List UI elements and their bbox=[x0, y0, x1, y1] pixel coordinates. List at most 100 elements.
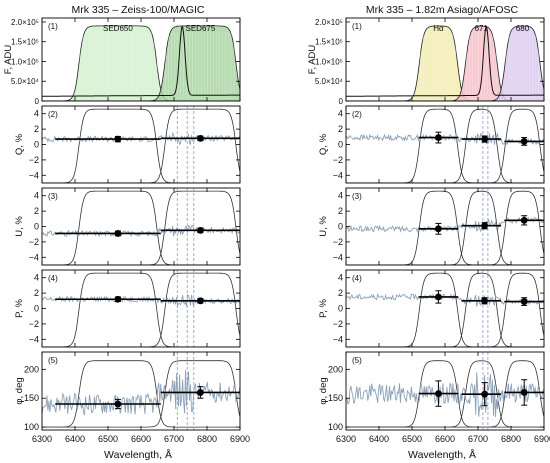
x-tick-label: 6300 bbox=[32, 434, 52, 444]
y-tick-label: 4 bbox=[34, 109, 39, 119]
filter-curve-1 bbox=[346, 108, 544, 183]
y-tick-label: 200 bbox=[328, 364, 343, 374]
x-tick-label: 6400 bbox=[369, 434, 389, 444]
y-tick-label: 100 bbox=[328, 422, 343, 432]
y-tick-label: 0 bbox=[34, 304, 39, 314]
y-tick-label: −4 bbox=[333, 334, 343, 344]
y-tick-label: 2.0×10⁵ bbox=[315, 18, 343, 27]
y-tick-label: 4 bbox=[338, 191, 343, 201]
panel-number: (2) bbox=[48, 110, 58, 119]
x-tick-label: 6700 bbox=[164, 434, 184, 444]
y-tick-label: 0 bbox=[338, 140, 343, 150]
filter-label: 671 bbox=[475, 24, 489, 33]
data-point bbox=[435, 225, 442, 233]
panel-frame bbox=[41, 105, 241, 184]
y-tick-label: 150 bbox=[24, 393, 39, 403]
filter-band-0 bbox=[346, 25, 544, 101]
data-point bbox=[481, 222, 488, 230]
plot-area bbox=[42, 270, 240, 347]
data-point bbox=[435, 293, 442, 301]
x-tick-label: 6800 bbox=[501, 434, 521, 444]
filter-curve-0 bbox=[346, 108, 544, 183]
plot-area bbox=[42, 352, 240, 430]
data-point bbox=[520, 298, 528, 305]
data-point bbox=[435, 390, 442, 397]
y-tick-label: 5.0×10⁴ bbox=[11, 77, 40, 86]
panel-number: (4) bbox=[48, 274, 58, 283]
left-x-axis-label: Wavelength, Å bbox=[104, 448, 172, 461]
y-tick-label: 4 bbox=[338, 109, 343, 119]
y-tick-label: −2 bbox=[333, 237, 343, 247]
y-tick-label: 1.5×10⁵ bbox=[11, 38, 39, 47]
filter-curve-0 bbox=[42, 108, 240, 183]
data-point bbox=[197, 226, 204, 234]
x-tick-label: 6500 bbox=[98, 434, 118, 444]
x-tick-label: 6600 bbox=[435, 434, 455, 444]
y-tick-label: 0 bbox=[34, 222, 39, 232]
y-axis-label: Q, % bbox=[14, 133, 25, 155]
y-axis-label: φ, deg bbox=[318, 377, 329, 404]
panel-number: (2) bbox=[352, 110, 362, 119]
y-axis-label: F, ADU bbox=[307, 45, 318, 75]
y-tick-label: −4 bbox=[333, 252, 343, 262]
y-tick-label: 0 bbox=[338, 222, 343, 232]
plot-area bbox=[42, 188, 240, 265]
data-point bbox=[481, 135, 488, 143]
right-x-axis-label: Wavelength, Å bbox=[408, 448, 476, 461]
y-axis-label: U, % bbox=[318, 216, 329, 237]
filter-band-0 bbox=[42, 25, 240, 101]
y-tick-label: −2 bbox=[333, 155, 343, 165]
plot-area bbox=[346, 270, 544, 347]
measured-spectrum bbox=[346, 292, 544, 307]
x-tick-label: 6300 bbox=[336, 434, 356, 444]
filter-band-1 bbox=[42, 25, 240, 101]
panel-number: (1) bbox=[352, 22, 362, 31]
data-point bbox=[520, 138, 528, 145]
panel-frame bbox=[41, 269, 241, 348]
data-point bbox=[114, 295, 122, 303]
filter-curve-1 bbox=[42, 190, 240, 265]
y-tick-label: 0 bbox=[338, 304, 343, 314]
measured-spectrum bbox=[346, 372, 544, 418]
y-tick-label: −4 bbox=[29, 252, 39, 262]
y-axis-label: F, ADU bbox=[3, 45, 14, 75]
panel-frame bbox=[345, 105, 545, 184]
y-axis-label: φ, deg bbox=[14, 377, 25, 404]
y-tick-label: 0 bbox=[339, 97, 344, 106]
y-tick-label: −2 bbox=[333, 319, 343, 329]
y-tick-label: 5.0×10⁴ bbox=[315, 77, 344, 86]
panel-frame bbox=[345, 269, 545, 348]
measured-spectrum bbox=[346, 132, 544, 146]
x-tick-label: 6800 bbox=[197, 434, 217, 444]
plot-area bbox=[346, 188, 544, 265]
data-point bbox=[114, 230, 122, 237]
filter-curve-2 bbox=[346, 190, 544, 265]
filter-label: Hα bbox=[433, 24, 444, 33]
y-tick-label: 150 bbox=[328, 393, 343, 403]
panel-frame bbox=[41, 351, 241, 431]
y-axis-label: P, % bbox=[14, 299, 25, 318]
spectrum-line bbox=[346, 26, 544, 97]
x-tick-label: 6700 bbox=[468, 434, 488, 444]
y-tick-label: 2 bbox=[338, 124, 343, 134]
x-tick-label: 6400 bbox=[65, 434, 85, 444]
y-tick-label: 0 bbox=[34, 140, 39, 150]
x-tick-label: 6500 bbox=[402, 434, 422, 444]
panel-number: (4) bbox=[352, 274, 362, 283]
filter-curve-0 bbox=[346, 272, 544, 347]
plot-area bbox=[346, 106, 544, 183]
y-tick-label: 200 bbox=[24, 364, 39, 374]
data-point bbox=[197, 134, 204, 142]
y-tick-label: 2 bbox=[34, 124, 39, 134]
data-point bbox=[481, 390, 488, 398]
y-tick-label: 2 bbox=[34, 206, 39, 216]
right-column-title: Mrk 335 – 1.82m Asiago/AFOSC bbox=[366, 4, 519, 16]
y-tick-label: −2 bbox=[29, 237, 39, 247]
data-point bbox=[114, 135, 122, 143]
y-tick-label: 1.5×10⁵ bbox=[315, 38, 343, 47]
filter-curve-1 bbox=[42, 108, 240, 183]
y-axis-label: Q, % bbox=[318, 133, 329, 155]
y-tick-label: 4 bbox=[338, 273, 343, 283]
data-point bbox=[197, 297, 204, 305]
measured-spectrum bbox=[42, 369, 240, 416]
